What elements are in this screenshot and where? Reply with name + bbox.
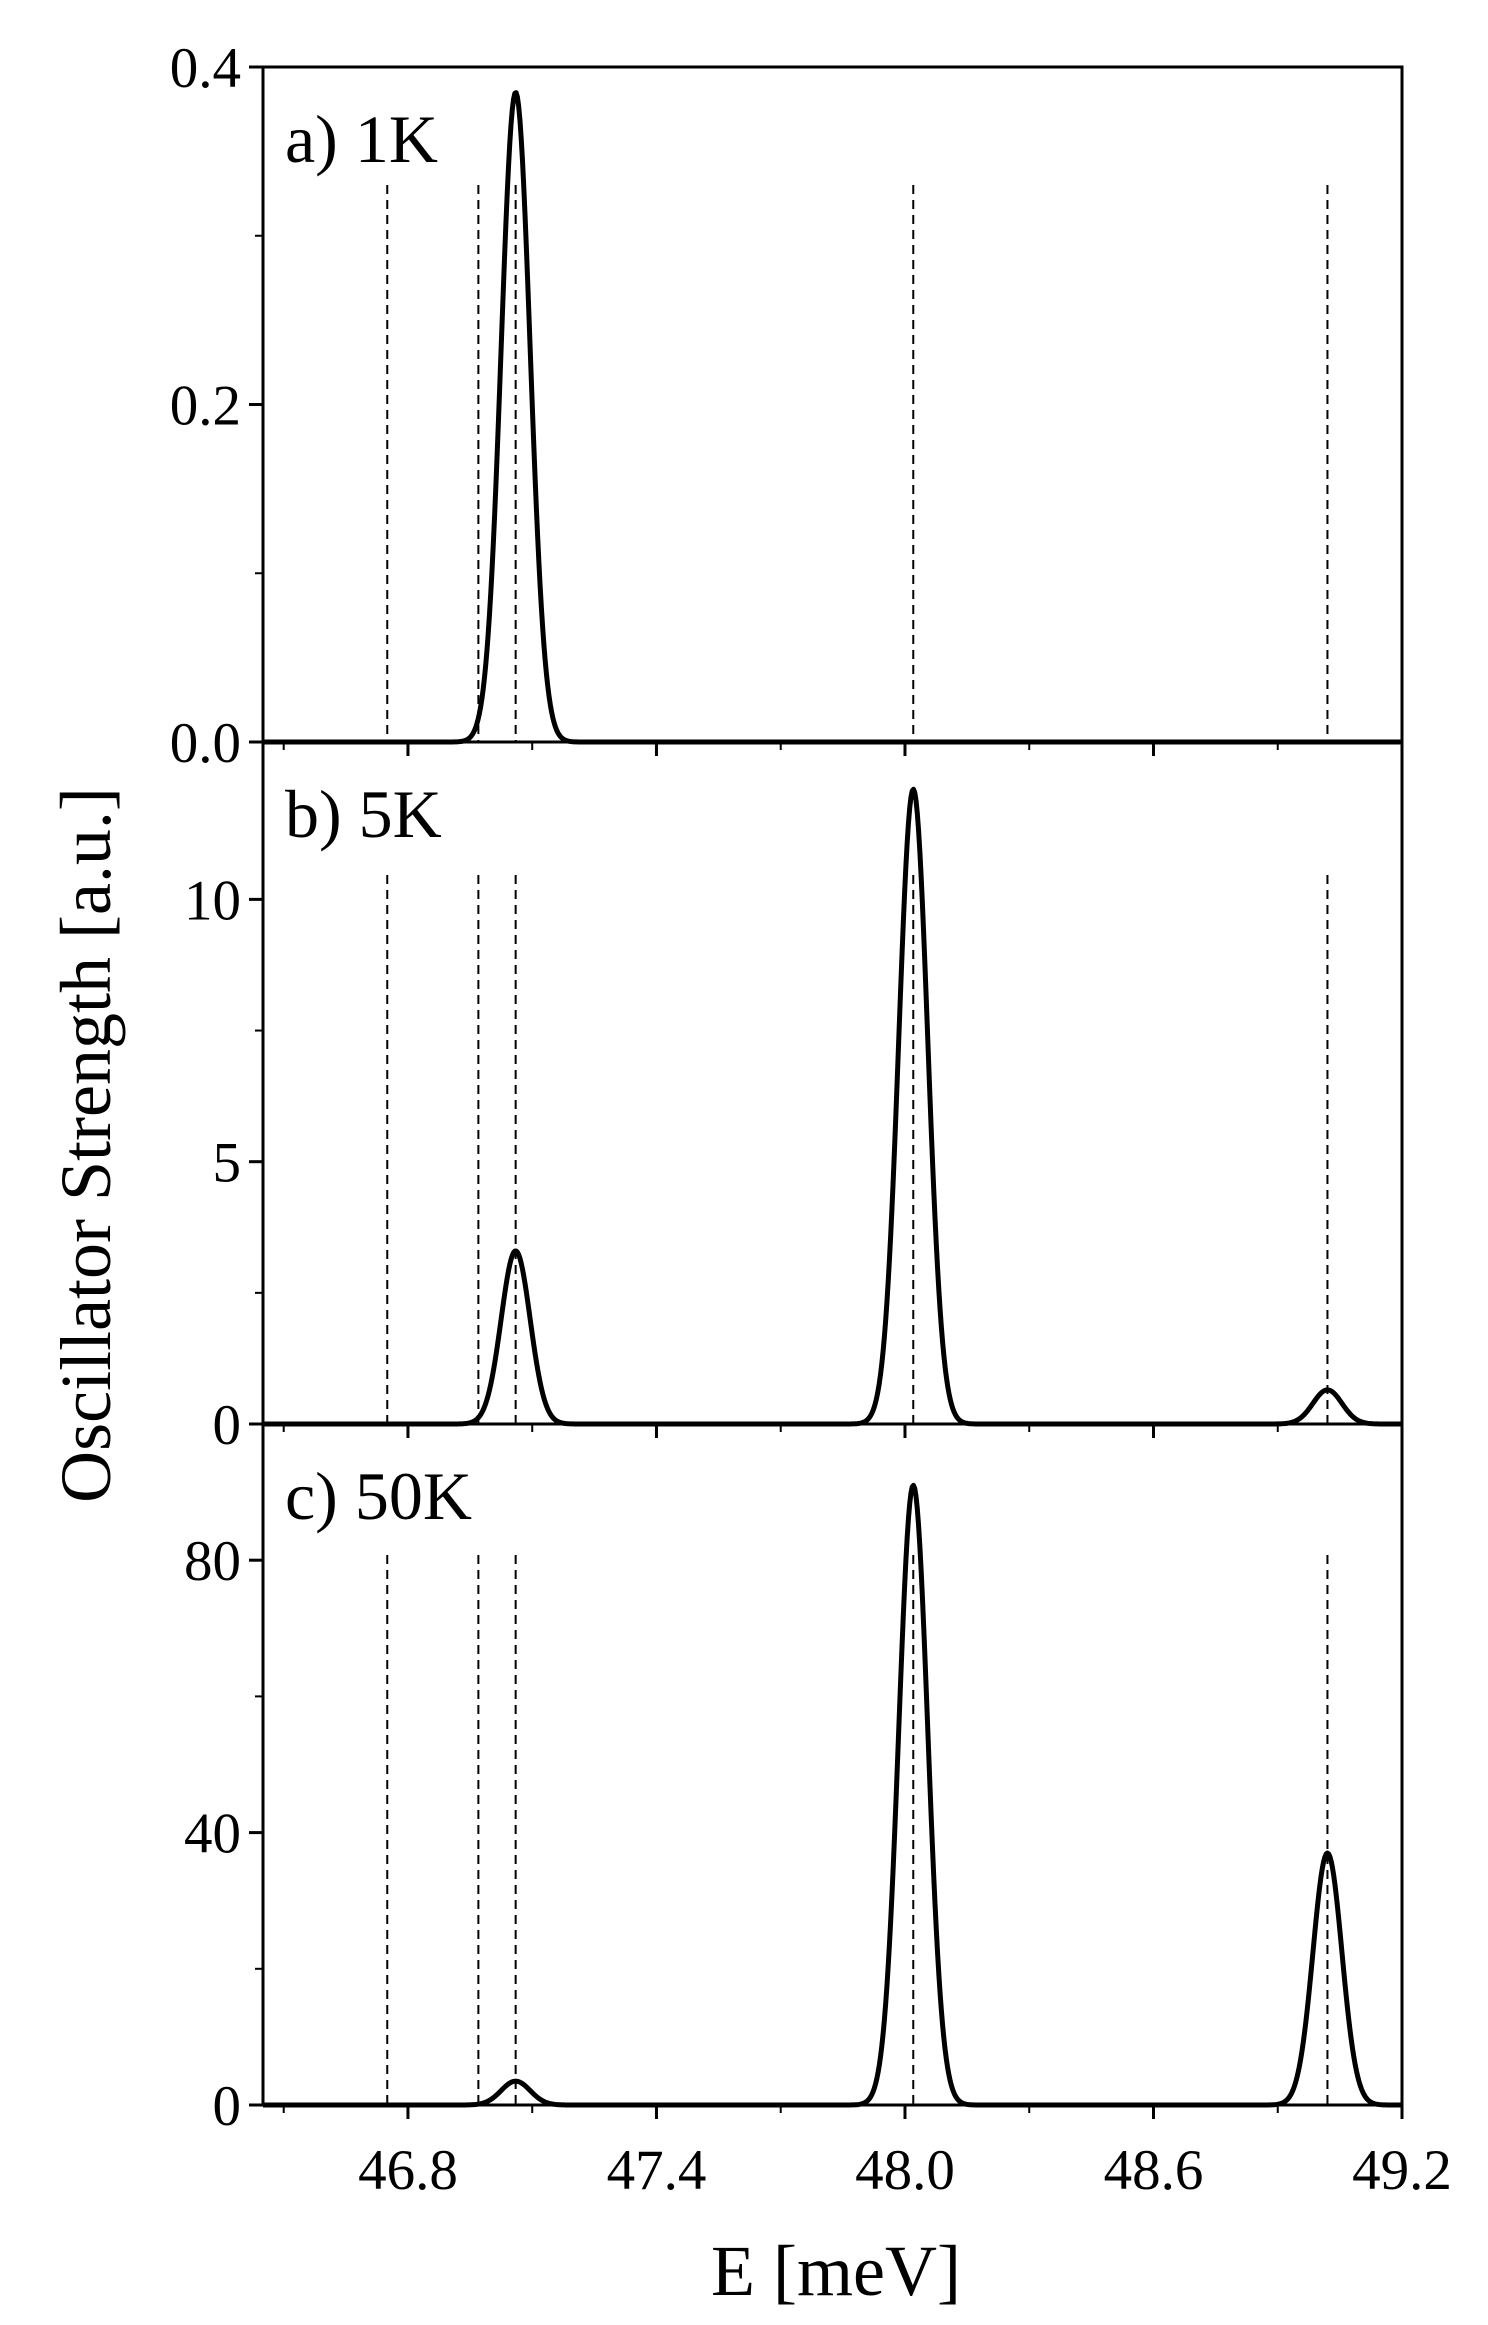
panel-2: 0 5 10 b) 5K: [184, 740, 1404, 1457]
x-tick-label: 47.4: [607, 2139, 707, 2202]
x-tick-label: 48.6: [1104, 2139, 1204, 2202]
y-tick-label: 0.4: [170, 37, 241, 100]
y-tick-label: 0: [213, 1394, 242, 1457]
y-axis-title: Oscillator Strength [a.u.]: [46, 787, 126, 1503]
panel-1: 0.0 0.2 0.4 a) 1K: [170, 37, 1404, 775]
y-tick-label: 0: [213, 2075, 242, 2138]
spectrum-curve: [261, 1482, 1404, 2108]
x-tick-label: 46.8: [358, 2139, 458, 2202]
panel-label: a) 1K: [285, 101, 438, 177]
panel-label: b) 5K: [285, 776, 442, 852]
panel-label: c) 50K: [285, 1458, 472, 1534]
panels-group: 0.0 0.2 0.4 a) 1K 0 5 10 b) 5K 0 40 80 46.8 47.4 48.0…: [170, 37, 1452, 2202]
y-tick-label: 0.2: [170, 375, 241, 438]
spectrum-curve: [261, 786, 1404, 1427]
y-tick-label: 80: [184, 1530, 241, 1593]
y-tick-label: 40: [184, 1803, 241, 1866]
spectrum-curve: [261, 90, 1404, 745]
y-tick-label: 10: [184, 869, 241, 932]
y-tick-label: 5: [213, 1132, 242, 1195]
y-tick-label: 0.0: [170, 712, 241, 775]
panel-3: 0 40 80 46.8 47.4 48.0 48.6 49.2 c) 50K: [184, 1422, 1452, 2202]
panel-frame: [261, 1422, 1404, 2107]
x-tick-label: 48.0: [855, 2139, 955, 2202]
x-axis-title: E [meV]: [711, 2231, 961, 2311]
x-tick-label: 49.2: [1352, 2139, 1452, 2202]
